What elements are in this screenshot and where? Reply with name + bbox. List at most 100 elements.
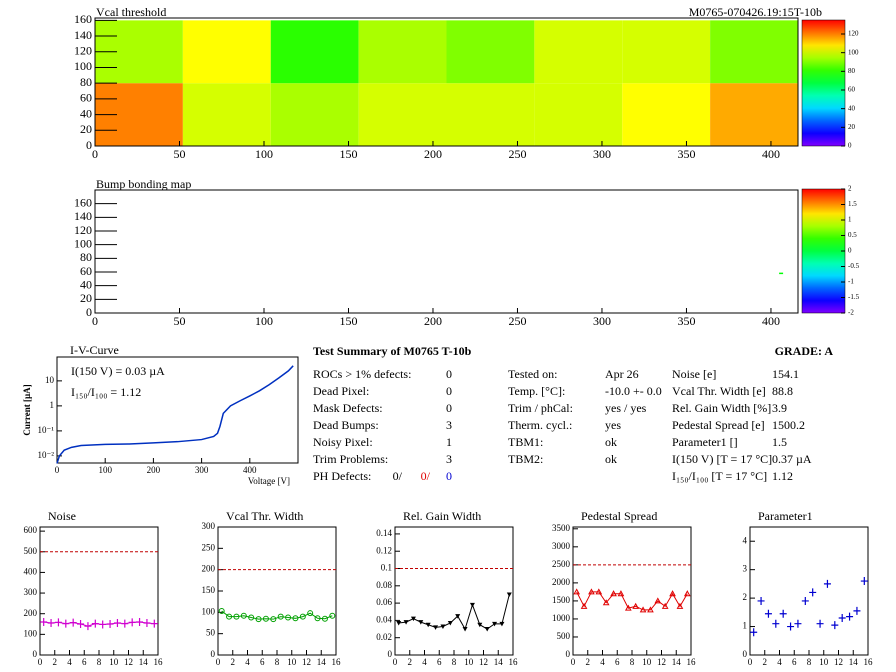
marker	[292, 615, 299, 622]
x-tick-label: 150	[339, 314, 357, 328]
heatmap-cell	[622, 83, 711, 146]
marker	[106, 620, 114, 629]
marker	[277, 613, 284, 620]
series-line	[576, 591, 688, 611]
summary-value: -10.0 +- 0.0	[605, 384, 662, 398]
x-tick-label: 200	[424, 147, 442, 161]
x-tick-label: 12	[124, 657, 133, 667]
y-tick-label: 0.08	[376, 580, 392, 590]
x-tick-label: 10	[819, 657, 829, 667]
summary-label: Mask Defects:	[313, 401, 383, 415]
marker	[860, 577, 868, 586]
x-tick-label: 50	[173, 314, 185, 328]
y-tick-label: 40	[80, 106, 92, 120]
y-tick-label: 0	[743, 649, 748, 659]
marker	[84, 622, 92, 631]
marker	[750, 628, 758, 637]
summary-value: ok	[605, 452, 617, 466]
z-tick-label: -2	[848, 309, 854, 317]
summary-value: 0	[446, 401, 452, 415]
x-tick-label: 4	[245, 657, 250, 667]
y-tick-label: 0.12	[376, 545, 392, 555]
x-tick-label: 8	[452, 657, 457, 667]
y-tick-label: 40	[80, 277, 92, 291]
y-tick-label: 0.14	[376, 528, 392, 538]
marker	[299, 613, 306, 620]
y-tick-label: 2	[743, 592, 748, 602]
plot-frame	[56, 356, 299, 464]
z-tick-label: -0.5	[848, 262, 860, 270]
chart-title: Pedestal Spread	[581, 509, 657, 523]
y-tick-label: 3	[743, 564, 748, 574]
y-tick-label: 0	[33, 649, 38, 659]
marker	[47, 619, 55, 627]
summary-label: Noisy Pixel:	[313, 435, 373, 449]
summary-label: Pedestal Spread [e]	[672, 418, 765, 432]
x-tick-label: 16	[864, 657, 874, 667]
chart-title: Rel. Gain Width	[403, 509, 481, 523]
marker	[676, 602, 684, 609]
x-tick-label: 4	[777, 657, 782, 667]
marker	[683, 590, 691, 597]
summary-value: yes	[605, 418, 621, 432]
y-tick-label: 0.04	[376, 614, 392, 624]
x-tick-label: 8	[275, 657, 280, 667]
marker	[410, 616, 416, 622]
marker	[440, 624, 446, 629]
x-tick-label: 2	[763, 657, 768, 667]
marker	[99, 620, 107, 629]
summary-value: 0.37 µA	[772, 452, 812, 466]
heatmap-cell	[710, 83, 798, 146]
summary-label: Noise [e]	[672, 367, 716, 381]
x-tick-label: 10	[464, 657, 474, 667]
y-tick-label: 160	[74, 195, 92, 209]
x-tick-label: 200	[147, 465, 161, 475]
marker	[757, 596, 765, 605]
x-tick-label: 100	[98, 465, 112, 475]
annotation: I₁₅₀/I₁₀₀ = 1.12	[71, 385, 141, 399]
y-tick-label: 200	[24, 608, 38, 618]
marker	[669, 590, 676, 597]
marker	[573, 588, 581, 595]
z-tick-label: -1	[848, 278, 854, 286]
marker	[809, 588, 817, 597]
heatmap-cell	[358, 20, 447, 84]
summary-label: Tested on:	[508, 367, 557, 381]
x-tick-label: 14	[317, 657, 327, 667]
x-tick-label: 14	[672, 657, 682, 667]
z-tick-label: 120	[848, 30, 859, 38]
y-tick-label: 100	[24, 628, 38, 638]
marker	[838, 614, 846, 623]
x-tick-label: 2	[231, 657, 236, 667]
x-tick-label: 12	[302, 657, 311, 667]
marker	[477, 622, 483, 628]
color-bar	[801, 188, 846, 314]
summary-label: TBM1:	[508, 435, 543, 449]
marker	[433, 625, 439, 630]
y-tick-label: 150	[202, 585, 216, 595]
y-tick-label: 140	[74, 209, 92, 223]
marker	[262, 615, 269, 622]
marker	[853, 606, 861, 615]
z-tick-label: 1.5	[848, 200, 857, 208]
marker	[787, 622, 795, 631]
color-bar	[801, 19, 846, 147]
x-tick-label: 16	[154, 657, 164, 667]
summary-label: Temp. [°C]:	[508, 384, 565, 398]
x-tick-label: 6	[792, 657, 797, 667]
marker	[588, 588, 595, 595]
heatmap-cell	[358, 83, 447, 146]
marker	[772, 619, 780, 628]
marker	[396, 621, 402, 626]
marker	[617, 590, 625, 597]
z-tick-label: 40	[848, 104, 856, 112]
y-tick-label: 0.06	[376, 597, 392, 607]
plot-frame	[94, 17, 799, 147]
summary-label: I(150 V) [T = 17 °C]	[672, 452, 772, 466]
x-tick-label: 16	[687, 657, 697, 667]
marker	[150, 619, 158, 628]
z-tick-label: -1.5	[848, 293, 860, 301]
y-tick-label: 100	[74, 236, 92, 250]
y-tick-label: 0.02	[376, 632, 392, 642]
